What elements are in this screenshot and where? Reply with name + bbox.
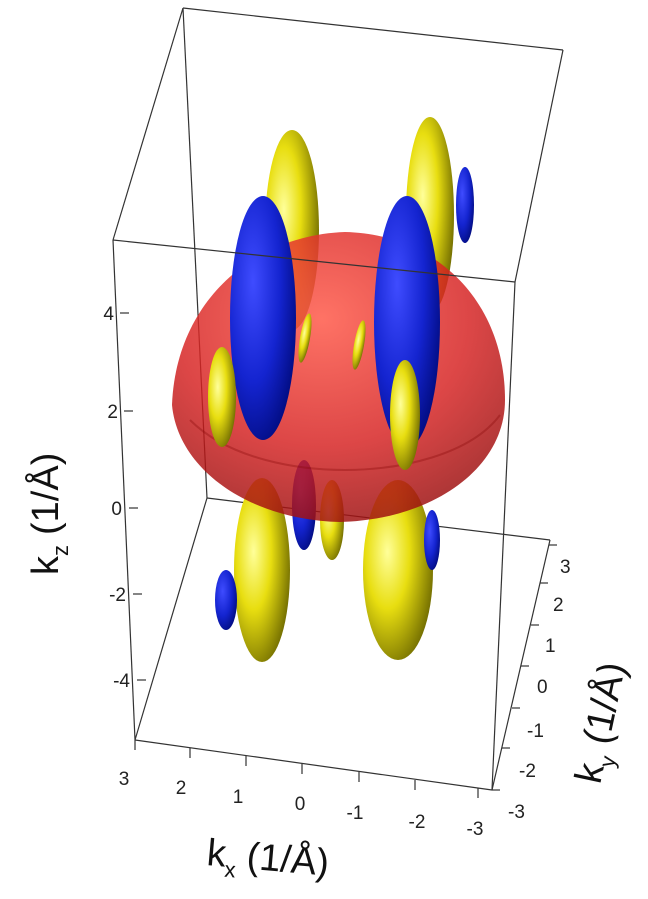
x-tick-label: -2 [409,812,426,833]
z-axis-symbol: k [25,555,67,575]
z-tick-labels: 4 2 0 -2 -4 [103,304,130,692]
z-tick-label: 0 [111,499,122,520]
tick-marks [120,312,557,798]
y-tick-label: -2 [519,761,536,782]
lobe-blue-front-left [230,196,296,440]
z-tick-label: 4 [103,304,114,325]
y-tick-labels: -3 -2 -1 0 1 2 3 [508,557,571,823]
z-tick-label: -4 [113,671,130,692]
lobe-yellow-sliver-2 [352,320,366,370]
lobe-blue-top-right [456,167,474,243]
y-tick-label: 1 [545,636,556,657]
z-axis-unit: (1/Å) [23,453,67,535]
y-axis-unit: (1/Å) [574,658,634,748]
x-axis-symbol: k [205,832,229,876]
x-tick-label: -1 [347,803,364,824]
z-tick-label: -2 [109,585,126,606]
y-tick-label: -1 [527,721,544,742]
y-axis-title: ky(1/Å) [566,658,640,788]
lobe-yellow-lower-left [234,478,290,662]
x-tick-label: 0 [295,794,306,815]
x-tick-label: 2 [176,778,187,799]
bounding-box-front [112,239,551,791]
x-tick-labels: 3 2 1 0 -1 -2 -3 [119,769,484,840]
lobe-blue-lower-right [424,510,440,570]
lobe-yellow-lower-right [363,480,433,660]
y-tick-label: 3 [560,557,571,578]
lobe-blue-lower-left [215,570,237,630]
lobe-yellow-small-right [390,360,420,470]
x-axis-title: kx (1/Å) [205,830,331,890]
y-tick-label: 2 [553,595,564,616]
lobe-blue-front-right [374,196,440,448]
x-axis-subscript: x [224,857,237,883]
z-tick-label: 2 [107,402,118,423]
y-axis-subscript: y [594,754,621,770]
z-axis-subscript: z [48,545,73,556]
x-tick-label: 1 [233,787,244,808]
y-tick-label: 0 [537,677,548,698]
x-tick-label: 3 [119,769,130,790]
y-tick-label: -3 [508,802,525,823]
z-axis-title: kz (1/Å) [23,453,73,575]
x-axis-unit: (1/Å) [245,834,331,885]
lobe-yellow-sliver-1 [298,313,312,363]
x-tick-label: -3 [467,819,484,840]
lobe-yellow-small-left [208,347,236,447]
